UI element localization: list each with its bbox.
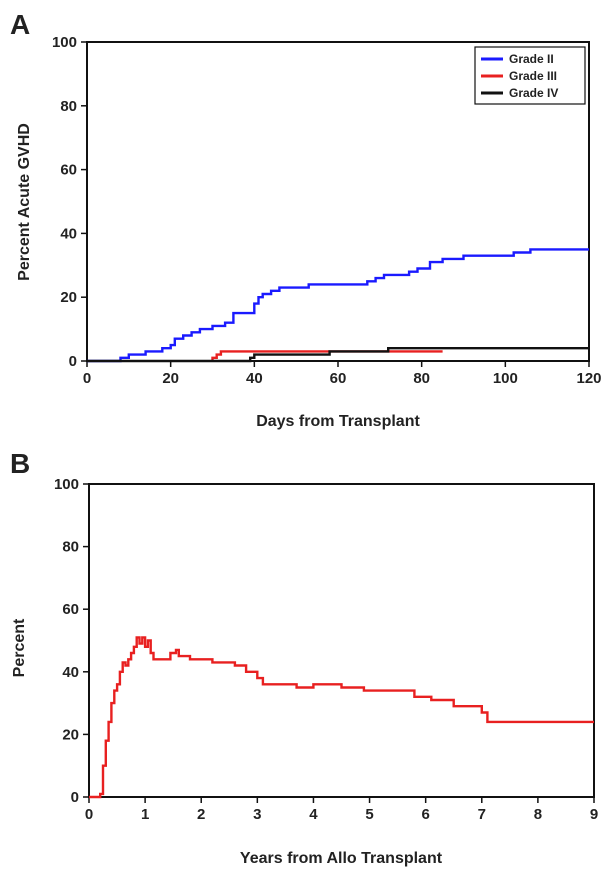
y-tick-label: 100 [54, 476, 79, 493]
y-tick-label: 60 [60, 162, 77, 179]
x-tick-label: 6 [421, 806, 429, 823]
x-tick-label: 4 [309, 806, 318, 823]
x-tick-label: 20 [162, 370, 179, 387]
series-line-grade-iii [211, 350, 443, 361]
series-line-grade-ii [87, 248, 589, 363]
y-tick-label: 0 [69, 353, 77, 370]
y-tick-label: 40 [62, 664, 79, 681]
x-tick-label: 100 [493, 370, 518, 387]
y-tick-label: 60 [62, 601, 79, 618]
panel-b: B 0 1 2 3 4 5 6 7 8 9 0 20 40 60 80 100 Years from Allo… [10, 448, 598, 867]
panel-a-y-axis-title: Percent Acute GVHD [16, 123, 33, 281]
x-tick-label: 120 [576, 370, 601, 387]
panel-a: A 0 20 40 60 80 100 120 0 20 40 60 80 100 Days from … [10, 9, 602, 430]
panel-a-x-axis-title: Days from Transplant [256, 413, 420, 430]
x-tick-label: 8 [534, 806, 542, 823]
y-tick-label: 100 [52, 34, 77, 51]
x-tick-label: 60 [330, 370, 347, 387]
plot-frame [88, 483, 595, 798]
legend-label: Grade IV [509, 86, 558, 100]
x-tick-label: 9 [590, 806, 598, 823]
series-line-grade-iv [87, 347, 589, 363]
y-tick-label: 0 [71, 789, 79, 806]
panel-b-y-axis-title: Percent [11, 618, 28, 677]
x-tick-label: 0 [83, 370, 91, 387]
x-tick-label: 80 [413, 370, 430, 387]
y-tick-label: 20 [62, 726, 79, 743]
legend-label: Grade III [509, 69, 557, 83]
panel-a-letter: A [10, 9, 30, 40]
y-tick-label: 80 [62, 539, 79, 556]
y-tick-label: 20 [60, 289, 77, 306]
x-tick-label: 40 [246, 370, 263, 387]
legend-label: Grade II [509, 52, 554, 66]
x-tick-label: 3 [253, 806, 261, 823]
panel-b-x-axis-title: Years from Allo Transplant [240, 850, 443, 867]
x-tick-label: 0 [85, 806, 93, 823]
y-tick-label: 40 [60, 225, 77, 242]
x-tick-label: 2 [197, 806, 205, 823]
panel-a-legend: Grade II Grade III Grade IV [474, 46, 586, 105]
x-tick-label: 1 [141, 806, 149, 823]
x-tick-label: 5 [365, 806, 373, 823]
y-tick-label: 80 [60, 98, 77, 115]
panel-b-letter: B [10, 448, 30, 479]
series-line-series-1 [89, 636, 594, 799]
panel-b-plot-area: 0 1 2 3 4 5 6 7 8 9 0 20 40 60 80 100 [54, 476, 598, 823]
x-tick-label: 7 [478, 806, 486, 823]
panel-a-plot-area: 0 20 40 60 80 100 120 0 20 40 60 80 100 [52, 34, 602, 387]
